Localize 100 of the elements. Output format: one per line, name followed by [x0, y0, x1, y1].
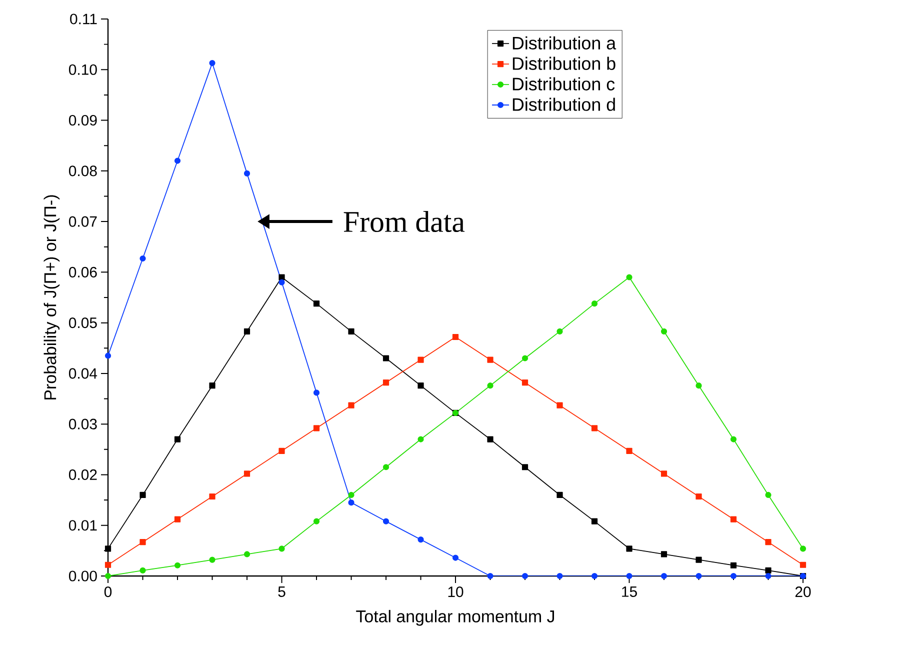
point — [626, 546, 632, 552]
y-tick-label: 0.00 — [68, 570, 97, 582]
point — [522, 572, 528, 580]
point — [313, 425, 320, 432]
point — [244, 170, 250, 176]
point — [800, 546, 806, 552]
point — [244, 470, 250, 477]
point — [765, 492, 772, 498]
point — [209, 493, 216, 500]
point — [348, 328, 354, 334]
point — [696, 493, 702, 500]
y-tick-label: 0.10 — [68, 64, 97, 75]
x-tick-label: 10 — [448, 586, 464, 598]
point — [418, 382, 424, 389]
point — [487, 382, 494, 389]
point — [765, 572, 772, 580]
y-tick-label: 0.07 — [68, 216, 97, 227]
point — [174, 562, 181, 568]
point — [696, 556, 702, 563]
point — [730, 572, 737, 580]
point — [696, 572, 702, 580]
y-tick-label: 0.05 — [68, 318, 97, 328]
point — [382, 355, 390, 362]
point — [556, 402, 563, 408]
point — [278, 546, 285, 552]
point — [313, 390, 320, 396]
point — [660, 470, 668, 477]
point — [209, 60, 216, 66]
point — [626, 572, 632, 580]
point — [418, 356, 424, 363]
x-tick-label: 15 — [622, 586, 637, 597]
point — [348, 402, 354, 408]
annotation: From data — [344, 211, 465, 232]
point — [660, 572, 668, 580]
point — [556, 492, 563, 498]
x-axis-title: Total angular momentum J — [356, 610, 554, 626]
point — [591, 518, 598, 524]
point — [487, 436, 494, 442]
legend-label: Distribution c — [512, 77, 615, 90]
point — [556, 572, 563, 580]
point — [696, 382, 702, 389]
point — [104, 352, 112, 359]
y-tick-label: 0.11 — [70, 14, 97, 24]
point — [730, 562, 737, 568]
x-tick-label: 0 — [104, 586, 112, 598]
point — [522, 355, 528, 362]
y-tick-label: 0.06 — [68, 266, 97, 278]
x-tick-label: 20 — [795, 586, 811, 598]
point — [730, 516, 737, 522]
point — [418, 436, 424, 442]
point — [244, 328, 250, 334]
point — [209, 556, 216, 563]
legend-label: Distribution b — [512, 56, 616, 70]
point — [452, 334, 459, 340]
point — [591, 300, 598, 307]
point — [591, 425, 598, 432]
point — [487, 356, 494, 363]
point — [174, 158, 181, 164]
point — [765, 567, 772, 574]
point — [278, 274, 285, 280]
point — [209, 382, 216, 389]
y-axis-title: Probability of J(Π+) or J(Π-) — [44, 195, 60, 400]
point — [348, 500, 354, 506]
point — [730, 436, 737, 442]
point — [278, 448, 285, 454]
point — [174, 436, 181, 442]
y-tick-label: 0.01 — [68, 520, 97, 531]
point — [591, 572, 598, 580]
point — [452, 554, 459, 561]
point — [104, 546, 112, 552]
point — [313, 518, 320, 524]
point — [800, 562, 806, 568]
point — [244, 551, 250, 558]
point — [140, 492, 146, 498]
point — [765, 539, 772, 546]
y-tick-label: 0.04 — [68, 368, 98, 379]
point — [626, 274, 632, 280]
point — [278, 279, 285, 286]
point — [140, 539, 146, 546]
point — [140, 567, 146, 574]
point — [174, 516, 181, 522]
point — [556, 328, 563, 334]
point — [418, 536, 424, 543]
y-tick-label: 0.02 — [68, 469, 97, 480]
point — [140, 255, 146, 262]
x-tick-label: 5 — [278, 586, 286, 597]
y-tick-label: 0.08 — [68, 166, 97, 176]
point — [382, 518, 390, 524]
point — [104, 572, 112, 580]
point — [382, 464, 390, 470]
point — [522, 380, 528, 386]
point — [348, 492, 354, 498]
point — [487, 572, 494, 580]
point — [104, 562, 112, 568]
y-tick-label: 0.09 — [68, 114, 97, 126]
point — [626, 448, 632, 454]
y-tick-label: 0.03 — [68, 418, 97, 430]
point — [313, 300, 320, 307]
point — [382, 380, 390, 386]
legend-label: Distribution a — [512, 36, 616, 50]
